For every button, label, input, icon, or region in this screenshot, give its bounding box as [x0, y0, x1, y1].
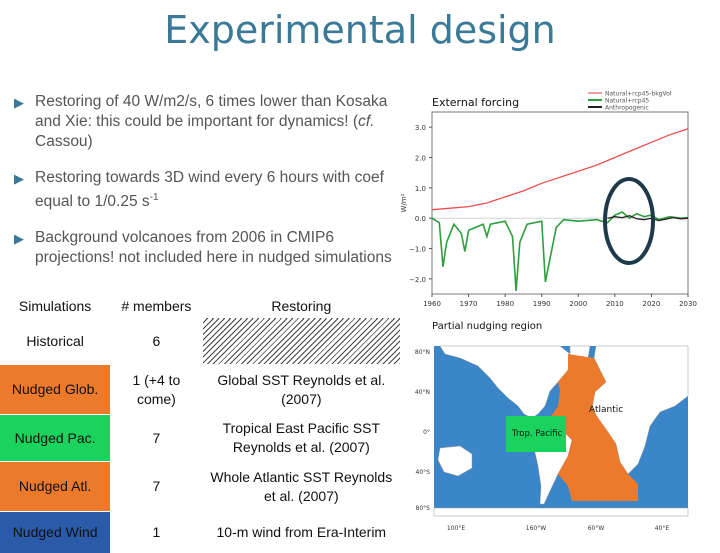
sim-name: Nudged Glob. [0, 365, 110, 415]
bullet-sup: -1 [150, 192, 159, 203]
page-title: Experimental design [0, 8, 720, 52]
bullet-item: ▶ Background volcanoes from 2006 in CMIP… [14, 228, 394, 268]
lat-label: 80°N [415, 349, 430, 356]
header-restoring: Restoring [203, 295, 400, 318]
x-tick-label: 2000 [569, 300, 587, 308]
bullet-item: ▶ Restoring of 40 W/m2/s, 6 times lower … [14, 92, 394, 152]
sim-members: 1 (+4 to come) [110, 365, 202, 415]
sim-name: Nudged Atl. [0, 462, 110, 512]
sim-restoring [203, 318, 400, 365]
x-tick-label: 1980 [496, 300, 514, 308]
sim-members: 7 [110, 462, 202, 512]
nudging-map: Atlantic Trop. Pacific 80°N 40°N 0° 40°S 80°… [400, 336, 718, 538]
sim-name: Nudged Pac. [0, 415, 110, 462]
lon-label: 160°W [526, 525, 546, 532]
chart-legend: Natural+rcp45-bkgVolNatural+rcp45Anthrop… [588, 91, 672, 112]
sim-members: 6 [110, 318, 202, 365]
x-tick-label: 1960 [423, 300, 441, 308]
lon-label: 100°E [447, 525, 465, 532]
y-tick-label: 1.0 [415, 185, 426, 193]
bullet-text: Background volcanoes from 2006 in CMIP6 … [35, 229, 392, 266]
bullet-arrow-icon: ▶ [14, 93, 24, 113]
table-row: Nudged Pac. 7 Tropical East Pacific SST … [0, 415, 400, 462]
lat-label: 40°S [416, 469, 431, 476]
sim-restoring: Whole Atlantic SST Reynolds et al. (2007… [203, 462, 400, 512]
y-tick-label: 2.0 [415, 155, 426, 163]
lon-label: 40°E [655, 525, 670, 532]
sim-restoring: Global SST Reynolds et al. (2007) [203, 365, 400, 415]
bullet-arrow-icon: ▶ [14, 229, 24, 249]
sim-restoring: Tropical East Pacific SST Reynolds et al… [203, 415, 400, 462]
highlight-circle [605, 179, 653, 263]
table-row: Nudged Atl. 7 Whole Atlantic SST Reynold… [0, 462, 400, 512]
legend-entry: Natural+rcp45 [605, 98, 649, 105]
legend-entry: Anthropogenic [605, 105, 649, 112]
pacific-label: Trop. Pacific [511, 429, 563, 439]
table-row: Nudged Wind 1 10-m wind from Era-Interim [0, 512, 400, 553]
y-tick-label: 0.0 [415, 215, 426, 223]
table-row: Nudged Glob. 1 (+4 to come) Global SST R… [0, 365, 400, 415]
y-axis-label: W/m² [400, 193, 408, 212]
x-tick-label: 1970 [460, 300, 478, 308]
simulations-table: Simulations # members Restoring Historic… [0, 295, 400, 553]
bullet-italic: cf. [358, 113, 374, 130]
sim-name: Historical [0, 318, 110, 365]
lat-label: 0° [423, 429, 430, 436]
header-simulations: Simulations [0, 295, 110, 318]
bullet-list: ▶ Restoring of 40 W/m2/s, 6 times lower … [14, 92, 394, 284]
y-tick-label: 3.0 [415, 124, 426, 132]
bullet-item: ▶ Restoring towards 3D wind every 6 hour… [14, 168, 394, 212]
lat-label: 80°S [416, 505, 431, 512]
lat-label: 40°N [415, 389, 430, 396]
legend-entry: Natural+rcp45-bkgVol [605, 91, 672, 98]
map-label: Partial nudging region [432, 321, 542, 332]
lon-label: 60°W [588, 525, 605, 532]
sim-members: 1 [110, 512, 202, 553]
bullet-text-end: Cassou) [35, 133, 93, 150]
table-row: Historical 6 [0, 318, 400, 365]
y-tick-label: −1.0 [409, 246, 426, 254]
sim-members: 7 [110, 415, 202, 462]
x-tick-label: 2010 [606, 300, 624, 308]
series-line-2 [432, 212, 688, 291]
table-header-row: Simulations # members Restoring [0, 295, 400, 318]
forcing-chart-label: External forcing [432, 96, 519, 109]
x-tick-label: 2020 [643, 300, 661, 308]
bullet-arrow-icon: ▶ [14, 169, 24, 189]
header-members: # members [110, 295, 202, 318]
chart-lines [432, 129, 688, 291]
external-forcing-chart: External forcing Natural+rcp45-bkgVolNat… [398, 86, 716, 310]
antarctica [434, 508, 688, 516]
x-tick-label: 2030 [679, 300, 697, 308]
sim-name: Nudged Wind [0, 512, 110, 553]
sim-restoring: 10-m wind from Era-Interim [203, 512, 400, 553]
bullet-text: Restoring of 40 W/m2/s, 6 times lower th… [35, 93, 387, 130]
y-tick-label: −2.0 [409, 276, 426, 284]
atlantic-label: Atlantic [589, 405, 623, 415]
x-tick-label: 1990 [533, 300, 551, 308]
bullet-text: Restoring towards 3D wind every 6 hours … [35, 169, 384, 210]
